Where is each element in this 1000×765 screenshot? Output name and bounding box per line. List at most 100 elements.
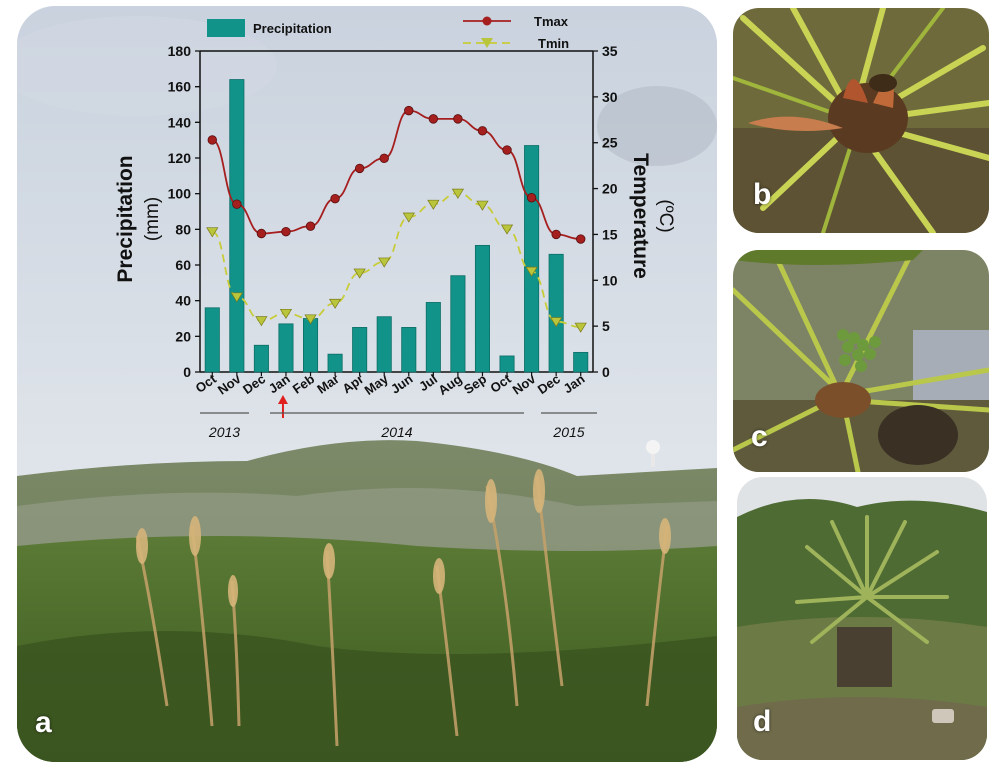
precipitation-bar — [499, 355, 515, 373]
tmin-point — [353, 268, 366, 279]
precipitation-bar — [548, 253, 564, 373]
precipitation-bar — [425, 302, 441, 373]
left-axis-title: Precipitation — [114, 155, 137, 282]
precipitation-bar — [327, 353, 343, 373]
tmax-point — [330, 193, 340, 204]
right-tick-label: 35 — [602, 43, 618, 59]
tmin-point — [451, 188, 465, 199]
left-tick-label: 160 — [168, 79, 192, 95]
tmax-point — [428, 114, 439, 124]
left-tick-label: 180 — [168, 43, 192, 59]
right-tick-label: 5 — [602, 318, 610, 334]
precipitation-bar — [204, 307, 220, 373]
tmin-point — [378, 257, 391, 268]
tmin-point — [402, 212, 415, 223]
right-axis-title: Temperature — [629, 153, 652, 279]
right-axis-unit: (ºC) — [655, 199, 676, 232]
left-tick-label: 80 — [175, 221, 191, 237]
panel-d-photo: d — [737, 477, 987, 760]
arrow-head — [277, 395, 288, 404]
left-tick-label: 60 — [175, 257, 191, 273]
tmin-point — [206, 227, 219, 238]
tmin-point — [230, 292, 243, 303]
legend-tmax: Tmax — [534, 14, 569, 29]
year-label: 2013 — [208, 424, 240, 440]
tmax-point — [477, 126, 488, 136]
panel-label-c: c — [751, 420, 768, 453]
tmax-point — [551, 229, 561, 240]
right-tick-label: 0 — [602, 364, 610, 380]
tmax-point — [232, 199, 242, 209]
precipitation-bar — [229, 79, 245, 373]
x-tick-label: Sep — [461, 371, 489, 397]
precipitation-bar — [474, 244, 490, 373]
tmin-point — [427, 199, 440, 210]
tmin-point — [279, 308, 293, 319]
tmin-line — [211, 192, 581, 328]
legend-tmax-marker — [482, 16, 492, 26]
tmin-point — [500, 224, 514, 235]
right-tick-label: 10 — [602, 272, 618, 288]
tmax-point — [207, 135, 217, 145]
x-tick-label: Dec — [535, 371, 563, 397]
tmax-point — [404, 105, 414, 116]
palm-crown-photo — [733, 8, 989, 233]
year-groups: 2013 2014 2015 — [200, 412, 597, 440]
x-tick-label: Jul — [416, 371, 440, 394]
legend-precip-swatch — [207, 19, 245, 37]
tmax-point — [354, 163, 365, 174]
tmax-point — [526, 193, 537, 203]
precipitation-bar — [376, 316, 392, 373]
panel-b-photo: b — [733, 8, 989, 233]
year-label: 2015 — [552, 424, 584, 440]
climate-chart: 0 20 40 60 80 100 120 140 160 180 0 5 10 15 20 25 30 35 Oc… — [114, 14, 676, 440]
tmin-point — [304, 314, 317, 325]
red-arrow-marker — [277, 395, 288, 418]
x-tick-label: Dec — [240, 371, 268, 397]
tmax-point — [576, 234, 586, 244]
precipitation-bars — [204, 79, 589, 373]
precipitation-bar — [352, 327, 368, 373]
x-tick-label: Apr — [339, 371, 366, 396]
right-tick-label: 20 — [602, 181, 618, 197]
left-tick-label: 0 — [183, 364, 191, 380]
palm-scrubland-photo — [737, 477, 987, 760]
right-tick-label: 25 — [602, 135, 618, 151]
tmax-point — [281, 226, 291, 237]
x-tick-label: Jan — [560, 371, 587, 396]
precipitation-bar — [401, 327, 417, 373]
precipitation-bar — [524, 145, 540, 373]
tmax-point — [453, 114, 463, 124]
tmax-point — [502, 145, 512, 155]
tmin-point — [255, 316, 268, 327]
panel-a-landscape: 0 20 40 60 80 100 120 140 160 180 0 5 10 15 20 25 30 35 Oc… — [17, 6, 717, 762]
precipitation-bar — [303, 318, 319, 373]
panel-label-b: b — [753, 178, 772, 211]
tmin-point — [550, 317, 563, 328]
panel-c-photo: c — [733, 250, 989, 472]
tmin-point — [476, 200, 489, 211]
x-tick-label: Oct — [487, 371, 514, 396]
left-tick-label: 100 — [168, 186, 192, 202]
right-tick-label: 30 — [602, 89, 618, 105]
legend-tmin: Tmin — [538, 36, 569, 51]
panel-label-d: d — [753, 705, 772, 738]
tmax-point — [379, 153, 389, 164]
left-tick-label: 20 — [175, 328, 191, 344]
tmin-point — [328, 298, 342, 309]
left-tick-label: 120 — [168, 150, 192, 166]
x-tick-label: Mar — [314, 371, 342, 397]
precipitation-bar — [278, 323, 294, 373]
right-tick-label: 15 — [602, 226, 618, 242]
legend-tmin-marker — [481, 38, 493, 48]
precipitation-bar — [573, 351, 589, 373]
x-tick-label: Oct — [193, 371, 220, 396]
year-label: 2014 — [380, 424, 412, 440]
x-tick-label: Jan — [266, 371, 293, 396]
x-tick-label: Jun — [388, 371, 416, 397]
panel-label-a: a — [35, 706, 52, 739]
precipitation-bar — [253, 344, 269, 373]
tmax-line — [211, 109, 581, 240]
palm-fruit-photo — [733, 250, 989, 472]
landscape-photo — [17, 6, 717, 762]
